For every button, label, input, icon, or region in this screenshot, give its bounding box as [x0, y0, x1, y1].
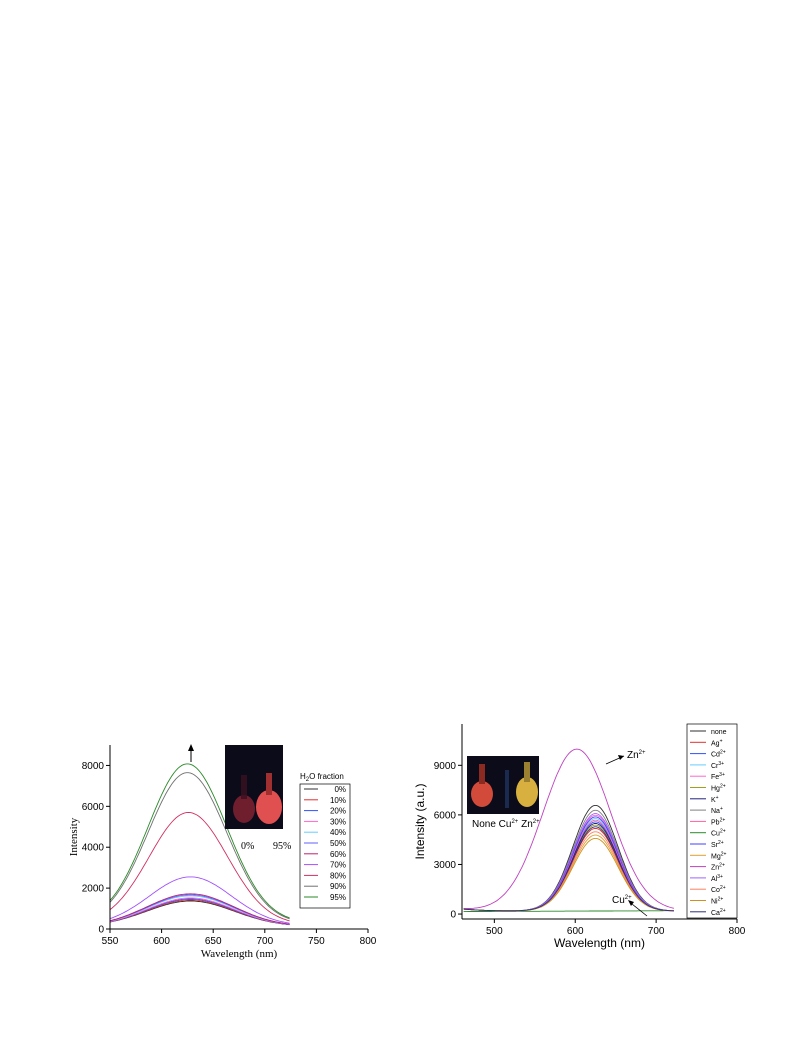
- y-axis-title: Intensity: [68, 817, 80, 856]
- x-tick-label: 500: [486, 926, 503, 937]
- y-tick-label: 6000: [82, 802, 105, 813]
- legend-entry: none: [711, 729, 727, 736]
- x-tick-label: 800: [729, 926, 746, 937]
- zn-annotation: Zn2+: [605, 750, 646, 765]
- inset-label-95pct: 95%: [273, 841, 291, 852]
- legend-entry: 90%: [330, 882, 346, 891]
- legend-entry: Cr3+: [711, 761, 724, 770]
- aie-legend: H2O fraction 0% 10% 20%30% 40% 50% 60% 70%80% 9…: [299, 772, 351, 909]
- series-line: [109, 893, 290, 925]
- series-line: [463, 819, 674, 912]
- legend-entry: Zn2+: [711, 863, 725, 872]
- legend-entry: 0%: [334, 785, 346, 794]
- legend-entry: Cd2+: [711, 750, 726, 759]
- legend-entry: Na+: [711, 806, 723, 815]
- y-tick-label: 8000: [82, 761, 105, 772]
- aie-chart-svg: 550 600 650 700 750 80002000400060008000Wavel…: [68, 744, 377, 960]
- y-tick-label: 6000: [434, 810, 457, 821]
- y-tick-label: 2000: [82, 884, 105, 895]
- legend-title: H2O fraction: [300, 772, 344, 783]
- ion-chart-panel: 500 600 700 800 0 3000 6000 9000 Wavelength (nm)…: [410, 712, 755, 962]
- series-line: [109, 876, 290, 924]
- ion-legend: none Ag+ Cd2+ Cr3+ Fe3+ Hg2+ K+ Na+ Pb2+ Cu2+ Sr2+…: [686, 723, 738, 919]
- x-axis-title: Wavelength (nm): [554, 936, 645, 950]
- series-line: [463, 748, 675, 909]
- legend-entry: Hg2+: [711, 784, 726, 793]
- legend-entry: 40%: [330, 828, 346, 837]
- series-line: [109, 763, 290, 919]
- aie-inset-photo: [225, 745, 283, 829]
- x-tick-label: 750: [308, 936, 325, 947]
- aie-axes: 550 600 650 700 750 80002000400060008000Wavel…: [68, 745, 377, 960]
- y-tick-label: 0: [450, 910, 456, 921]
- x-tick-label: 700: [648, 926, 665, 937]
- legend-entry: Co2+: [711, 885, 726, 894]
- series-line: [109, 772, 290, 920]
- legend-entry: Ca2+: [711, 908, 726, 917]
- svg-text:Cu2+: Cu2+: [612, 895, 632, 906]
- legend-entry: 30%: [330, 817, 346, 826]
- ion-axes: 500 600 700 800 0 3000 6000 9000 Wavelength (nm)…: [413, 724, 746, 950]
- series-line: [109, 897, 290, 925]
- legend-entry: 80%: [330, 871, 346, 880]
- legend-entry: 70%: [330, 861, 346, 870]
- legend-entry: Fe3+: [711, 772, 725, 781]
- legend-entry: 20%: [330, 807, 346, 816]
- aie-chart-panel: 550 600 650 700 750 800 0 2000 4000 6000 8000 Wavel…: [60, 725, 390, 960]
- x-tick-label: 650: [205, 936, 222, 947]
- x-tick-label: 600: [153, 936, 170, 947]
- series-line: [463, 816, 674, 912]
- svg-text:Zn2+: Zn2+: [627, 750, 646, 761]
- series-line: [109, 812, 290, 922]
- series-line: [463, 910, 674, 913]
- legend-entry: 95%: [330, 893, 346, 902]
- legend-entry: 10%: [330, 796, 346, 805]
- ion-plot-area: [463, 748, 675, 913]
- legend-box: [299, 783, 351, 909]
- y-tick-label: 4000: [82, 843, 105, 854]
- legend-entry: Ag+: [711, 738, 723, 747]
- legend-entry: Mg2+: [711, 851, 727, 860]
- x-tick-label: 800: [360, 936, 377, 947]
- series-line: [463, 823, 674, 912]
- y-tick-label: 0: [98, 925, 104, 936]
- legend-entry: 60%: [330, 850, 346, 859]
- x-tick-label: 700: [256, 936, 273, 947]
- inset-caption: None Cu2+ Zn2+: [472, 819, 540, 830]
- legend-entry: Sr2+: [711, 840, 724, 849]
- x-tick-label: 550: [102, 936, 119, 947]
- increase-arrow-icon: [188, 744, 194, 762]
- legend-entry: K+: [711, 795, 719, 804]
- y-tick-label: 3000: [434, 860, 457, 871]
- series-line: [463, 826, 674, 912]
- ion-inset-photo: [467, 756, 539, 814]
- legend-entry: Cu2+: [711, 829, 726, 838]
- y-tick-label: 9000: [434, 761, 457, 772]
- aie-plot-area: [109, 763, 290, 926]
- ion-chart-svg: 500 600 700 800 0 3000 6000 9000 Wavelength (nm)…: [413, 723, 746, 950]
- legend-entry: Ni2+: [711, 897, 723, 906]
- x-tick-label: 600: [567, 926, 584, 937]
- x-axis-title: Wavelength (nm): [201, 948, 278, 960]
- cu-annotation: Cu2+: [612, 895, 648, 917]
- legend-entry: Pb2+: [711, 817, 725, 826]
- legend-entry: 50%: [330, 839, 346, 848]
- inset-label-0pct: 0%: [241, 841, 254, 852]
- y-axis-title: Intensity (a.u.): [413, 783, 427, 859]
- legend-entry: Al3+: [711, 874, 723, 883]
